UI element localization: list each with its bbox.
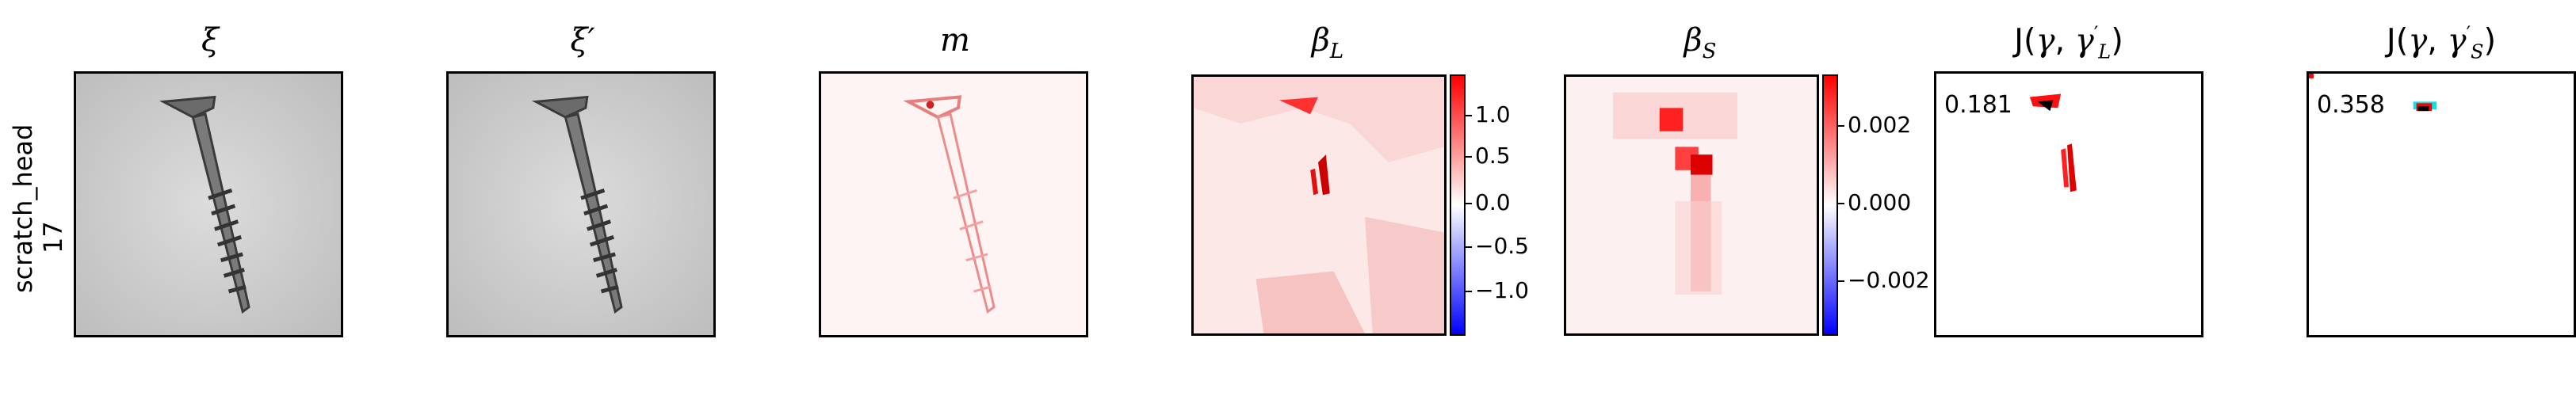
title-text: β [1311,22,1330,59]
colorbar-beta-s [1822,74,1838,336]
panel-title-xi-prime: ξ′ [448,22,717,59]
title-sep: , [2427,22,2448,59]
title-subscript: L [1329,40,1344,63]
colorbar-tick-mark [1838,125,1844,128]
title-subscript: S [2471,40,2484,63]
colorbar-tick-mark [1466,246,1472,249]
colorbar-tick-mark [1838,280,1844,282]
title-subscript: S [1702,40,1717,63]
colorbar-tick-mark [1466,156,1472,158]
title-close: ) [2111,22,2123,59]
colorbar-beta-l [1450,74,1466,336]
title-subscript: L [2098,40,2112,63]
jaccard-score-s: 0.358 [2317,91,2385,119]
panel-title-m: m [820,22,1090,59]
title-text: m [940,22,970,59]
image-j-s: 0.358 [2307,71,2576,337]
title-gamma2: γ [2074,22,2094,59]
title-prime: ′ [2093,22,2099,44]
title-text: ξ′ [570,22,595,59]
row-label: scratch_head 17 [0,71,68,337]
screw-image [449,74,713,335]
title-prime: ′ [2466,22,2471,44]
colorbar-tick-label: 0.5 [1475,143,1511,169]
jaccard-score-l: 0.181 [1944,91,2012,119]
title-gamma2: γ [2447,22,2467,59]
colorbar-tick-mark [1466,115,1472,117]
j-l-overlay [1936,74,2201,335]
colorbar-tick-mark [1838,203,1844,204]
title-text: β [1684,22,1703,59]
colorbar-tick-label: −0.002 [1848,266,1930,293]
colorbar-tick-label: 0.002 [1848,112,1912,139]
j-s-overlay [2309,74,2574,335]
beta-s-heatmap [1566,77,1817,333]
image-beta-s [1564,74,1819,336]
panel-title-j-l: J(γ, γ′L) [1934,22,2203,63]
title-prefix: J( [2386,22,2409,59]
colorbar-tick-label: −1.0 [1475,276,1529,303]
panel-title-j-s: J(γ, γ′S) [2307,22,2576,63]
title-gamma: γ [2035,22,2055,59]
mask-image [821,74,1086,335]
panel-title-beta-l: βL [1193,22,1462,63]
screw-image [76,74,341,335]
colorbar-tick-mark [1466,290,1472,292]
beta-l-heatmap [1194,77,1444,333]
colorbar-tick-label: 1.0 [1475,101,1511,128]
title-prefix: J( [2014,22,2036,59]
colorbar-tick-mark [1466,203,1472,204]
colorbar-tick-label: 0.000 [1848,189,1912,215]
image-beta-l [1191,74,1447,336]
image-xi [74,71,343,337]
image-j-l: 0.181 [1934,71,2203,337]
panel-title-xi: ξ [75,22,345,59]
title-gamma: γ [2408,22,2428,59]
colorbar-tick-label: −0.5 [1475,233,1529,260]
panel-title-beta-s: βS [1565,22,1835,63]
image-xi-prime [446,71,716,337]
row-label-index: 17 [38,221,68,253]
colorbar-tick-label: 0.0 [1475,189,1511,215]
row-label-category: scratch_head [8,124,38,293]
title-sep: , [2054,22,2075,59]
image-m [819,71,1088,337]
title-close: ) [2483,22,2497,59]
title-text: ξ [201,22,220,59]
